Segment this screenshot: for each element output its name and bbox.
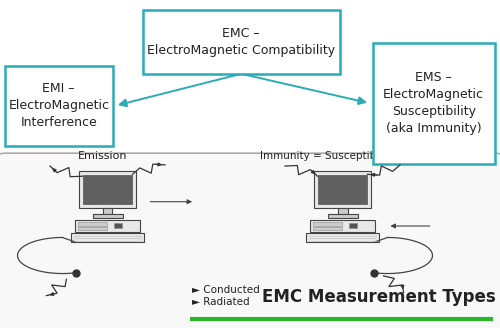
FancyBboxPatch shape xyxy=(72,233,144,242)
Text: ► Radiated: ► Radiated xyxy=(192,297,250,307)
FancyBboxPatch shape xyxy=(102,208,113,214)
Text: EMC Measurement Types: EMC Measurement Types xyxy=(262,288,496,306)
FancyBboxPatch shape xyxy=(349,223,357,229)
FancyBboxPatch shape xyxy=(314,171,371,208)
FancyBboxPatch shape xyxy=(306,233,379,242)
FancyBboxPatch shape xyxy=(83,175,132,204)
FancyBboxPatch shape xyxy=(372,43,495,164)
Text: Emission: Emission xyxy=(78,152,127,161)
FancyBboxPatch shape xyxy=(92,214,122,218)
Text: Immunity = Susceptibility: Immunity = Susceptibility xyxy=(260,152,395,161)
FancyBboxPatch shape xyxy=(5,66,112,146)
FancyBboxPatch shape xyxy=(79,171,136,208)
FancyBboxPatch shape xyxy=(312,227,342,230)
FancyBboxPatch shape xyxy=(312,222,342,226)
FancyBboxPatch shape xyxy=(114,223,122,229)
FancyBboxPatch shape xyxy=(78,222,107,226)
FancyBboxPatch shape xyxy=(310,220,375,232)
FancyBboxPatch shape xyxy=(142,10,340,74)
FancyBboxPatch shape xyxy=(75,220,140,232)
FancyBboxPatch shape xyxy=(328,214,358,218)
FancyBboxPatch shape xyxy=(0,153,500,328)
FancyBboxPatch shape xyxy=(318,175,367,204)
Text: EMS –
ElectroMagnetic
Susceptibility
(aka Immunity): EMS – ElectroMagnetic Susceptibility (ak… xyxy=(383,71,484,135)
FancyBboxPatch shape xyxy=(338,208,347,214)
FancyBboxPatch shape xyxy=(78,227,107,230)
Text: EMI –
ElectroMagnetic
Interference: EMI – ElectroMagnetic Interference xyxy=(8,82,109,129)
Text: ► Conducted: ► Conducted xyxy=(192,285,260,295)
Text: EMC –
ElectroMagnetic Compatibility: EMC – ElectroMagnetic Compatibility xyxy=(147,27,336,57)
